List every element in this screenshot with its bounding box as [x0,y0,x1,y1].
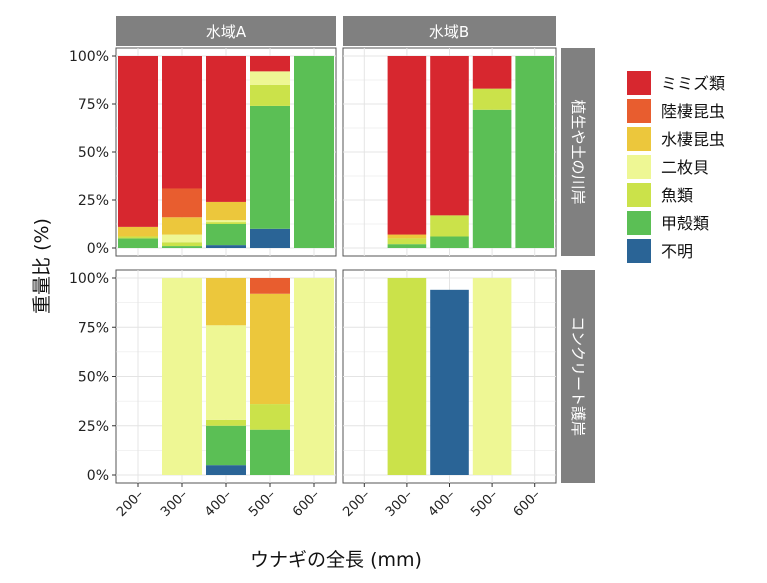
bar-segment-fumei [206,465,246,475]
x-tick-label: 300– [158,487,191,520]
bar-segment-kokaku [162,246,202,248]
y-axis-title: 重量比 (%) [31,218,53,314]
legend-label-suisei: 水棲昆虫 [661,130,725,149]
facet-strip-row-0 [561,48,595,256]
bar-segment-nimai [206,325,246,420]
bar-segment-fumei [250,228,290,248]
bar-segment-mimizu [162,56,202,189]
facet-label-col-0: 水域A [206,23,247,41]
bar-segment-nimai [250,71,290,85]
bar-segment-gyorui [206,419,246,426]
facet-label-col-1: 水域B [429,23,469,41]
legend-swatch-suisei [627,127,651,151]
bar-segment-mimizu [430,56,469,216]
x-tick-label: 400– [426,487,459,520]
x-tick-label: 600– [511,487,544,520]
legend-swatch-rikusei [627,99,651,123]
y-tick-label: 75% [78,97,109,113]
x-axis: 200– 300– 400– 500– 600– 200– 300– 400– 500– 600– [114,483,544,520]
x-tick-label: 200– [340,487,373,520]
bar-segment-suisei [206,278,246,326]
x-tick-label: 400– [202,487,235,520]
bar-segment-kokaku [515,56,554,248]
bar-segment-nimai [206,220,246,223]
x-tick-label: 200– [114,487,147,520]
bar-segment-nimai [162,278,202,475]
bar-segment-gyorui [250,404,290,430]
bar-segment-gyorui [472,88,512,110]
x-tick-label: 600– [290,487,323,520]
facet-panels [115,47,557,484]
facet-label-row-0: 植生や土の川岸 [569,99,587,204]
bar-segment-gyorui [387,278,427,475]
x-tick-label: 500– [468,487,501,520]
y-tick-label: 75% [78,320,109,336]
y-tick-label: 0% [87,241,109,257]
bar-segment-suisei [162,217,202,235]
legend-label-nimai: 二枚貝 [661,158,709,177]
legend-swatch-gyorui [627,183,651,207]
bar-segment-kokaku [118,238,158,248]
x-axis-title: ウナギの全長 (mm) [250,549,422,571]
legend-swatch-nimai [627,155,651,179]
bar-segment-nimai [294,278,334,475]
bar-segment-mimizu [472,56,512,89]
bar-segment-kokaku [472,109,512,248]
bar-segment-fumei [430,289,469,475]
y-tick-label: 50% [78,145,109,161]
y-axis: 0% 25% 50% 75% 100% 0% 25% 50% 75% 100% [69,49,116,484]
bar-segment-suisei [118,226,158,237]
y-tick-label: 25% [78,419,109,435]
legend-label-gyorui: 魚類 [661,186,693,205]
bar-segment-kokaku [250,429,290,475]
legend-swatch-kokaku [627,211,651,235]
facet-label-row-1: コンクリート護岸 [569,316,587,436]
bar-segment-gyorui [118,236,158,239]
bar-segment-kokaku [387,244,427,248]
bar-segment-nimai [162,234,202,243]
x-tick-label: 300– [383,487,416,520]
facet-strip-col-1 [343,16,556,46]
bar-segment-mimizu [387,56,427,235]
legend-label-rikusei: 陸棲昆虫 [661,102,725,121]
bar-segment-gyorui [250,84,290,106]
bar-segment-fumei [206,245,246,248]
bar-segment-kokaku [206,224,246,246]
facet-strip-col-0 [116,16,336,46]
bar-segment-mimizu [206,56,246,202]
bar-segment-suisei [387,234,427,239]
y-tick-label: 100% [69,49,109,65]
bar-segment-suisei [250,293,290,405]
bar-segment-kokaku [294,56,334,248]
bar-segment-kokaku [430,236,469,248]
x-tick-label: 500– [246,487,279,520]
legend-label-mimizu: ミミズ類 [661,74,725,93]
y-tick-label: 0% [87,468,109,484]
bar-segment-gyorui [430,215,469,237]
bar-segment-rikusei [250,278,290,294]
bar-segment-kokaku [250,105,290,229]
y-tick-label: 100% [69,271,109,287]
bar-segment-gyorui [162,242,202,247]
bar-segment-rikusei [162,188,202,218]
y-tick-label: 50% [78,370,109,386]
bar-segment-nimai [472,278,512,475]
legend-swatch-mimizu [627,71,651,95]
bar-segment-kokaku [206,425,246,466]
bar-segment-suisei [206,201,246,221]
legend-swatch-fumei [627,239,651,263]
bar-segment-gyorui [387,238,427,245]
bar-segment-mimizu [250,56,290,72]
y-tick-label: 25% [78,193,109,209]
legend-label-fumei: 不明 [661,242,693,261]
facet-strip-row-1 [561,270,595,483]
bar-segment-mimizu [118,56,158,227]
legend-label-kokaku: 甲殻類 [661,214,709,233]
bar-segment-gyorui [206,222,246,224]
